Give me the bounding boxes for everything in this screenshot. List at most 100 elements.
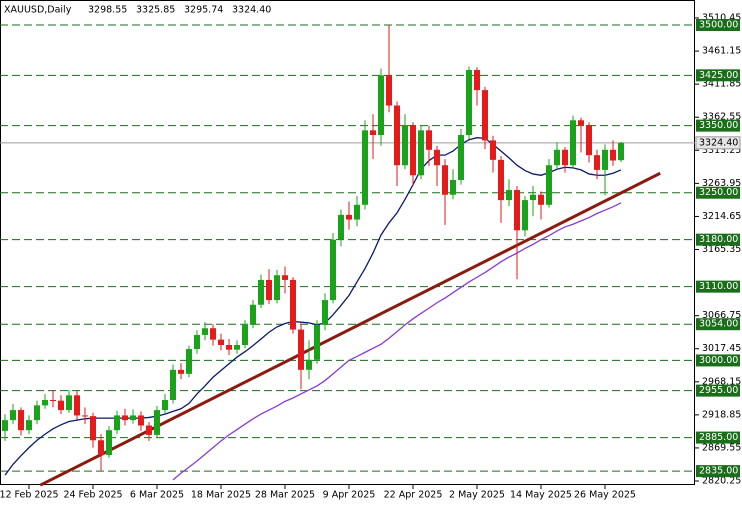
candle-body [82, 415, 88, 417]
ohlc-value: 3325.85 [136, 5, 175, 16]
candle-body [554, 149, 560, 166]
candle-body [242, 324, 248, 346]
candle-body [282, 275, 288, 280]
level-label-box [696, 280, 740, 293]
candle-body [338, 214, 344, 240]
level-label: 2885.00 [699, 432, 738, 443]
candle-body [370, 130, 376, 136]
candle-body [490, 140, 496, 160]
candle-body [274, 275, 280, 301]
candle-body [58, 400, 64, 411]
candle-body [178, 369, 184, 374]
candle-body [426, 130, 432, 150]
candle-body [162, 400, 168, 411]
candle-body [154, 410, 160, 435]
chart-title: XAUUSD,Daily [4, 5, 72, 16]
candle-body [170, 369, 176, 401]
moving-average [4, 137, 622, 476]
candle-body [418, 130, 424, 176]
level-label: 3110.00 [699, 281, 738, 292]
candle-body [538, 194, 544, 205]
current-price-box [695, 136, 741, 150]
candle-body [50, 400, 56, 402]
current-price-label: 3324.40 [699, 137, 738, 148]
level-label-box [696, 318, 740, 331]
candle-body [482, 90, 488, 141]
candle-body [562, 149, 568, 166]
candle-body [330, 239, 336, 301]
candle-body [18, 410, 24, 431]
level-label: 3180.00 [699, 234, 738, 245]
candle-body [442, 165, 448, 195]
y-tick-label: 2918.85 [702, 409, 741, 420]
level-label: 3000.00 [699, 355, 738, 366]
candle-body [298, 329, 304, 370]
level-label: 3054.00 [699, 319, 738, 330]
x-tick-label: 28 Mar 2025 [255, 490, 315, 501]
candle-body [594, 155, 600, 170]
candle-body [26, 420, 32, 431]
x-tick-label: 26 May 2025 [574, 490, 636, 501]
level-label-box [696, 384, 740, 397]
candle-body [354, 204, 360, 220]
y-tick-label: 3214.65 [702, 211, 741, 222]
candle-body [386, 75, 392, 106]
y-tick-label: 3017.45 [702, 343, 741, 354]
level-label-box [696, 233, 740, 246]
candle-body [138, 415, 144, 426]
y-tick-label: 3263.95 [702, 178, 741, 189]
y-tick-label: 3411.85 [702, 79, 741, 90]
candle-body [618, 142, 624, 161]
candle-body [522, 200, 528, 231]
level-label: 2955.00 [699, 385, 738, 396]
x-tick-label: 14 May 2025 [510, 490, 572, 501]
candle-body [226, 345, 232, 350]
y-tick-label: 3165.35 [702, 244, 741, 255]
trendline [39, 171, 661, 487]
candle-body [402, 124, 408, 166]
candle-body [578, 120, 584, 125]
candle-body [322, 300, 328, 325]
x-tick-label: 22 Apr 2025 [384, 490, 443, 501]
ohlc-value: 3295.74 [184, 5, 223, 16]
candle-body [474, 69, 480, 91]
candle-body [210, 328, 216, 340]
candle-body [602, 149, 608, 170]
candle-body [90, 416, 96, 441]
x-tick-label: 2 May 2025 [449, 490, 505, 501]
candle-body [586, 124, 592, 156]
candle-body [498, 159, 504, 201]
candle-body [394, 105, 400, 166]
candle-body [74, 395, 80, 416]
candle-body [98, 440, 104, 456]
level-label-box [696, 186, 740, 199]
candle-body [514, 190, 520, 231]
y-tick-label: 3510.45 [702, 13, 741, 24]
candle-body [130, 415, 136, 421]
candle-body [362, 130, 368, 205]
candle-body [466, 69, 472, 136]
candle-body [218, 339, 224, 346]
level-label-box [696, 69, 740, 82]
candle-body [610, 149, 616, 161]
candle-body [10, 410, 16, 421]
candle-body [234, 345, 240, 350]
candle-body [250, 304, 256, 325]
candle-body [458, 135, 464, 180]
candle-body [202, 328, 208, 335]
candle-body [194, 334, 200, 350]
candle-body [546, 165, 552, 205]
candle-body [410, 124, 416, 176]
candle-body [314, 324, 320, 360]
candle-body [42, 400, 48, 406]
level-label: 3250.00 [699, 187, 738, 198]
candle-body [378, 75, 384, 136]
candle-body [306, 359, 312, 370]
plot-frame [0, 0, 695, 485]
y-tick-label: 3313.25 [702, 145, 741, 156]
candle-body [106, 430, 112, 456]
moving-average [172, 202, 622, 481]
candle-body [122, 415, 128, 421]
